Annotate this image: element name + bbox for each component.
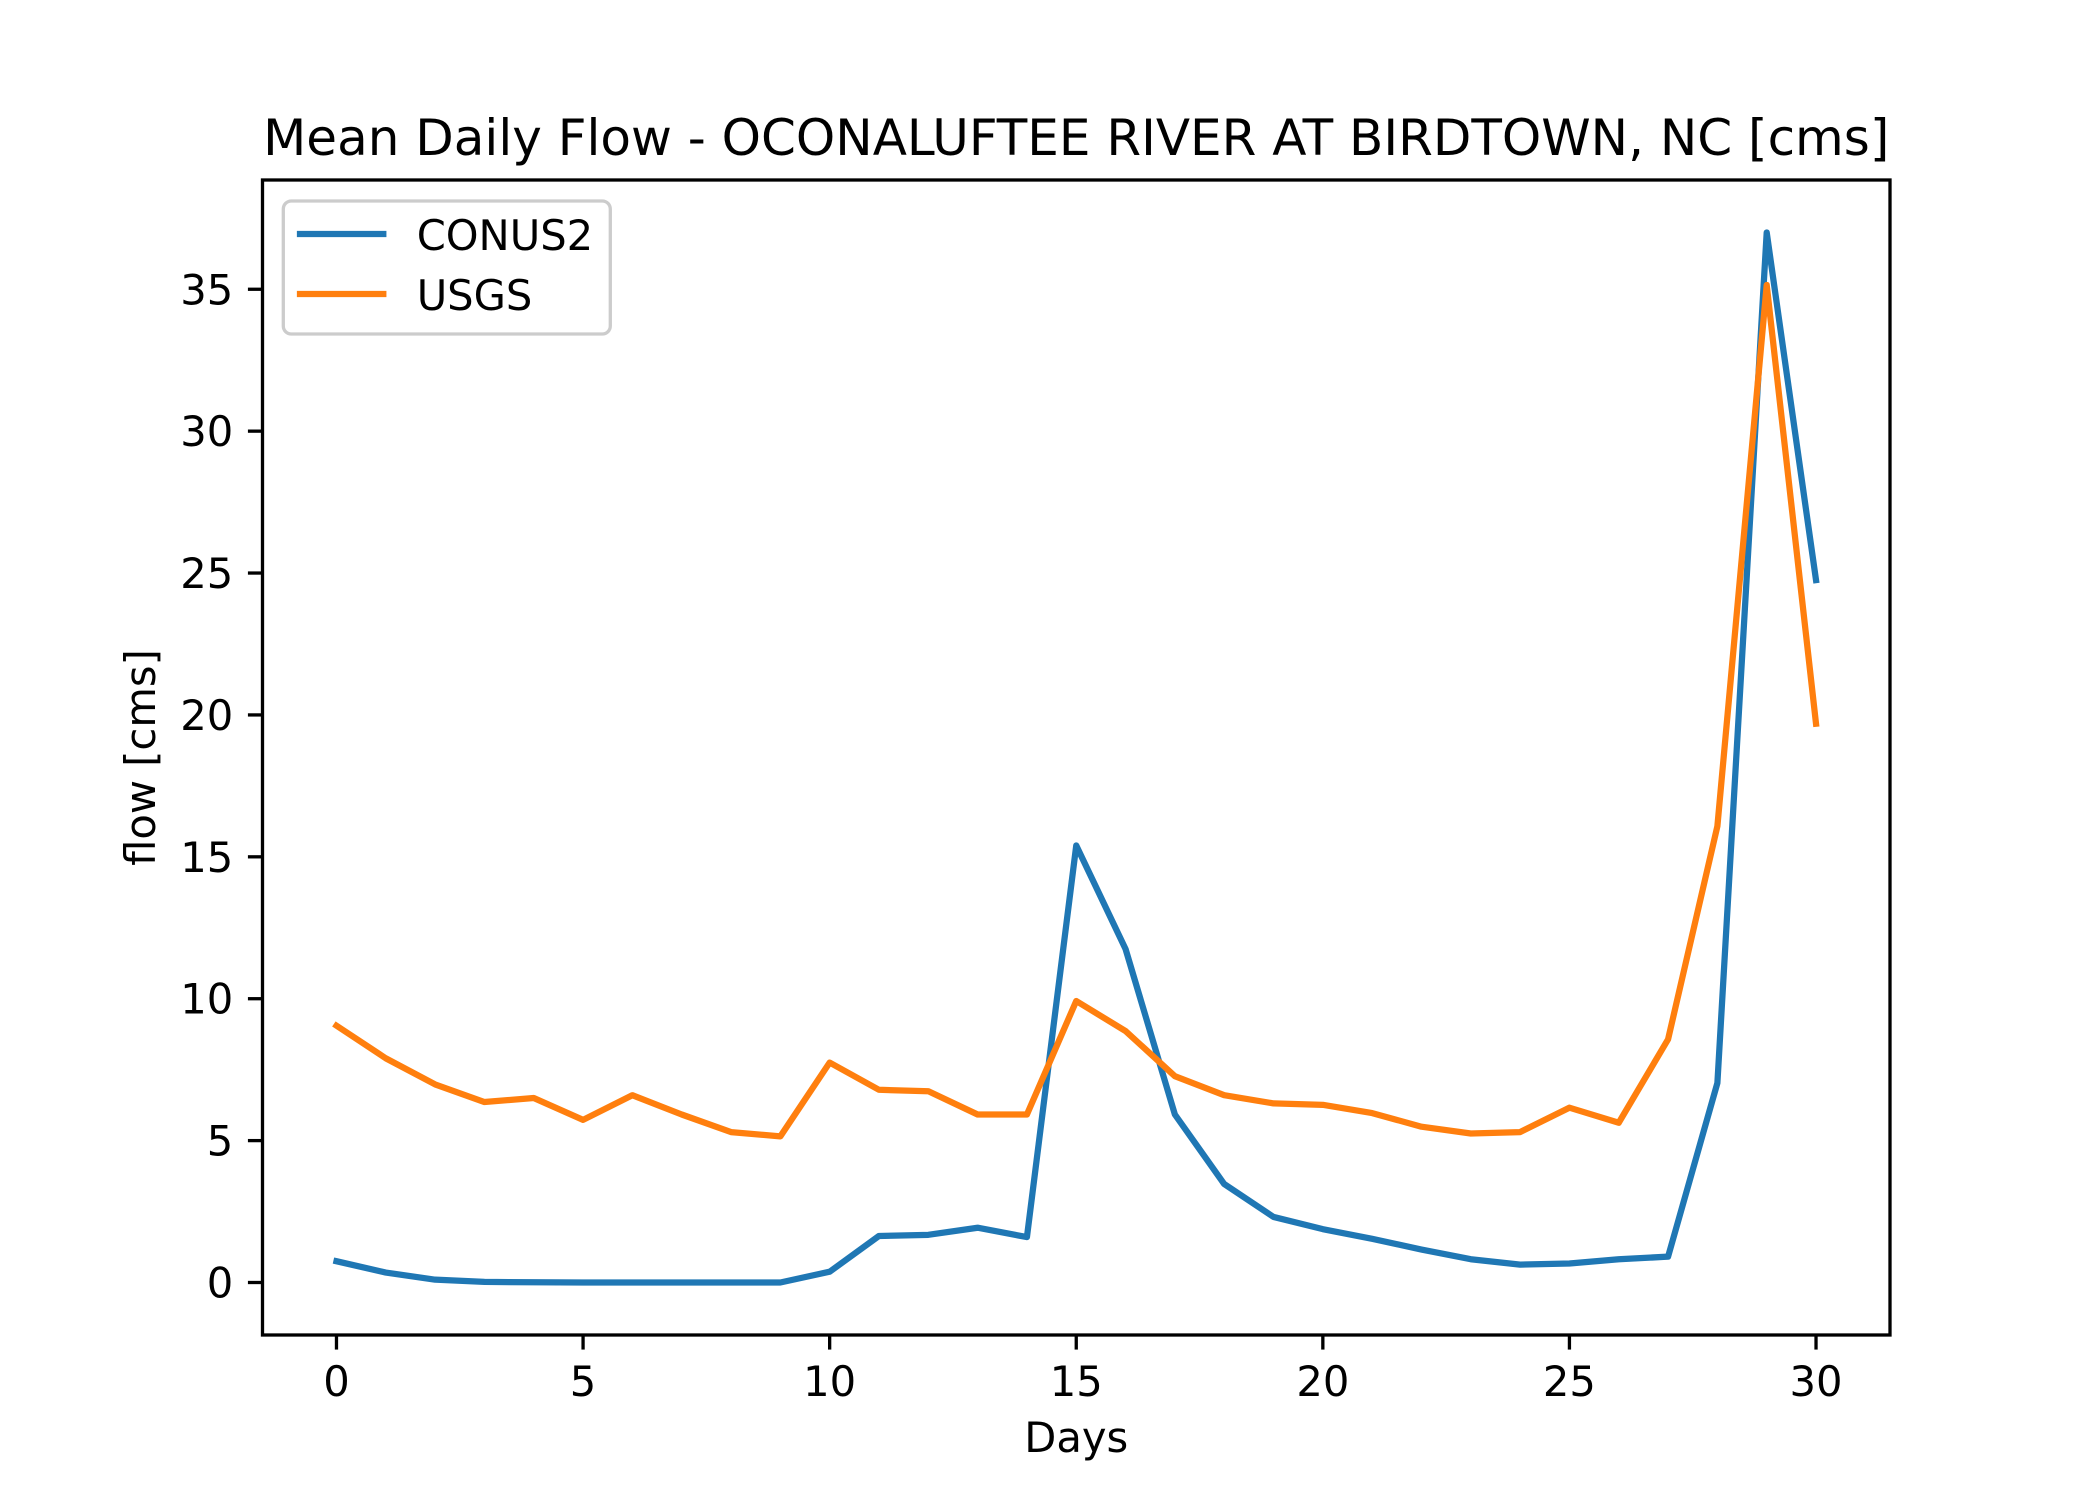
x-axis-label: Days: [1024, 1413, 1128, 1462]
x-tick-label: 20: [1296, 1357, 1349, 1406]
y-tick-label: 25: [180, 549, 233, 598]
x-tick-label: 15: [1050, 1357, 1103, 1406]
y-tick-label: 20: [180, 691, 233, 740]
x-axis: 0 5 10 15 20 25 30: [323, 1335, 1843, 1406]
y-tick-label: 35: [180, 265, 233, 314]
series-line-0: [332, 229, 1820, 1286]
x-tick-label: 5: [570, 1357, 597, 1406]
x-tick-label: 10: [803, 1357, 856, 1406]
legend-label-conus2: CONUS2: [417, 211, 593, 260]
chart-title: Mean Daily Flow - OCONALUFTEE RIVER AT B…: [263, 109, 1889, 167]
x-tick-label: 0: [323, 1357, 350, 1406]
y-tick-label: 5: [207, 1117, 234, 1166]
series-line-1: [332, 281, 1820, 1140]
y-axis: 0 5 10 15 20 25 30 35: [180, 265, 263, 1308]
plot-area: [332, 229, 1820, 1286]
plot-background: [262, 180, 1890, 1335]
legend-label-usgs: USGS: [417, 271, 533, 320]
x-tick-label: 30: [1790, 1357, 1843, 1406]
y-axis-label: flow [cms]: [116, 649, 165, 866]
y-tick-label: 0: [207, 1259, 234, 1308]
legend: CONUS2 USGS: [281, 199, 612, 336]
y-tick-label: 30: [180, 407, 233, 456]
y-tick-label: 10: [180, 975, 233, 1024]
x-tick-label: 25: [1543, 1357, 1596, 1406]
y-tick-label: 15: [180, 833, 233, 882]
